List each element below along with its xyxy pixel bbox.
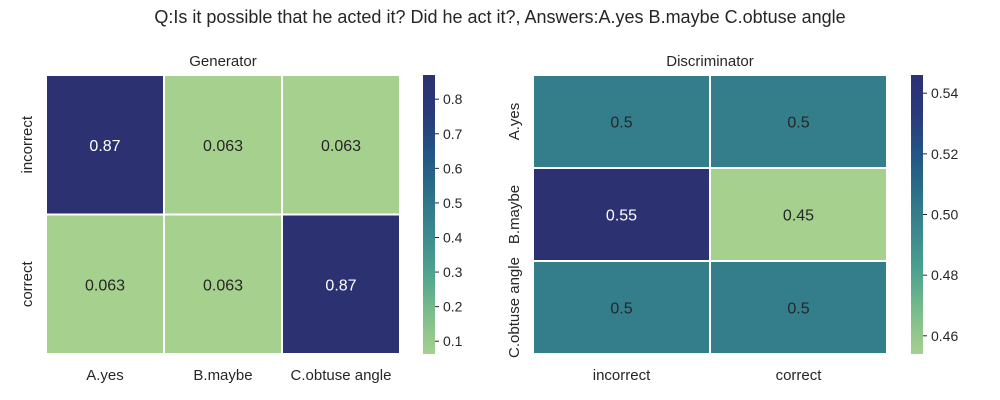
x-tick-label-c-obtuse-angle: C.obtuse angle [291, 367, 392, 384]
cell-value-label: 0.5 [610, 115, 632, 132]
y-tick-label-b-maybe: B.maybe [506, 185, 523, 244]
discriminator-title: Discriminator [666, 53, 754, 70]
generator-colorbar [423, 75, 435, 354]
heatmap-cell [281, 74, 401, 216]
colorbar-tick-label: 0.54 [931, 85, 958, 101]
x-tick-label-incorrect: incorrect [593, 367, 651, 384]
figure-suptitle: Q:Is it possible that he acted it? Did h… [154, 7, 845, 27]
cell-value-label: 0.063 [321, 138, 361, 155]
colorbar-tick-label: 0.8 [443, 91, 463, 107]
cell-value-label: 0.55 [606, 208, 637, 225]
heatmap-cell [532, 74, 711, 169]
heatmap-cell [163, 74, 283, 216]
cell-value-label: 0.5 [787, 301, 809, 318]
colorbar-tick-label: 0.52 [931, 146, 958, 162]
heatmap-cell [45, 74, 165, 216]
heatmap-cell [163, 213, 283, 355]
colorbar-tick-label: 0.6 [443, 160, 463, 176]
cell-value-label: 0.5 [787, 115, 809, 132]
x-tick-label-a-yes: A.yes [86, 367, 124, 384]
cell-value-label: 0.063 [203, 277, 243, 294]
cell-value-label: 0.063 [203, 138, 243, 155]
colorbar-tick-label: 0.50 [931, 207, 958, 223]
colorbar-tick-label: 0.46 [931, 328, 958, 344]
cell-value-label: 0.87 [325, 277, 356, 294]
y-tick-label-c-obtuse-angle: C.obtuse angle [506, 257, 523, 358]
heatmap-cell [709, 260, 888, 355]
colorbar-tick-label: 0.1 [443, 333, 463, 349]
y-tick-label-a-yes: A.yes [506, 103, 523, 141]
heatmap-cell [532, 260, 711, 355]
cell-value-label: 0.87 [89, 138, 120, 155]
heatmap-cell [45, 213, 165, 355]
heatmap-cell [281, 213, 401, 355]
cell-value-label: 0.5 [610, 301, 632, 318]
discriminator-colorbar [911, 75, 923, 354]
heatmap-cell [709, 74, 888, 169]
colorbar-tick-label: 0.7 [443, 126, 463, 142]
x-tick-label-correct: correct [776, 367, 823, 384]
colorbar-tick-label: 0.2 [443, 299, 463, 315]
y-tick-label-incorrect: incorrect [19, 115, 36, 173]
cell-value-label: 0.45 [783, 208, 814, 225]
generator-heatmap: Generator 0.87 0.063 0.063 0.063 0.063 0.87 A.y… [19, 53, 463, 384]
generator-title: Generator [189, 53, 257, 70]
discriminator-heatmap: Discriminator 0.5 0.5 0.55 0.45 0.5 0.5 incorre… [506, 53, 958, 384]
heatmap-cell [709, 167, 888, 262]
colorbar-tick-label: 0.3 [443, 264, 463, 280]
colorbar-tick-label: 0.5 [443, 195, 463, 211]
y-tick-label-correct: correct [19, 260, 36, 307]
cell-value-label: 0.063 [85, 277, 125, 294]
x-tick-label-b-maybe: B.maybe [193, 367, 252, 384]
colorbar-tick-label: 0.48 [931, 267, 958, 283]
colorbar-tick-label: 0.4 [443, 229, 463, 245]
